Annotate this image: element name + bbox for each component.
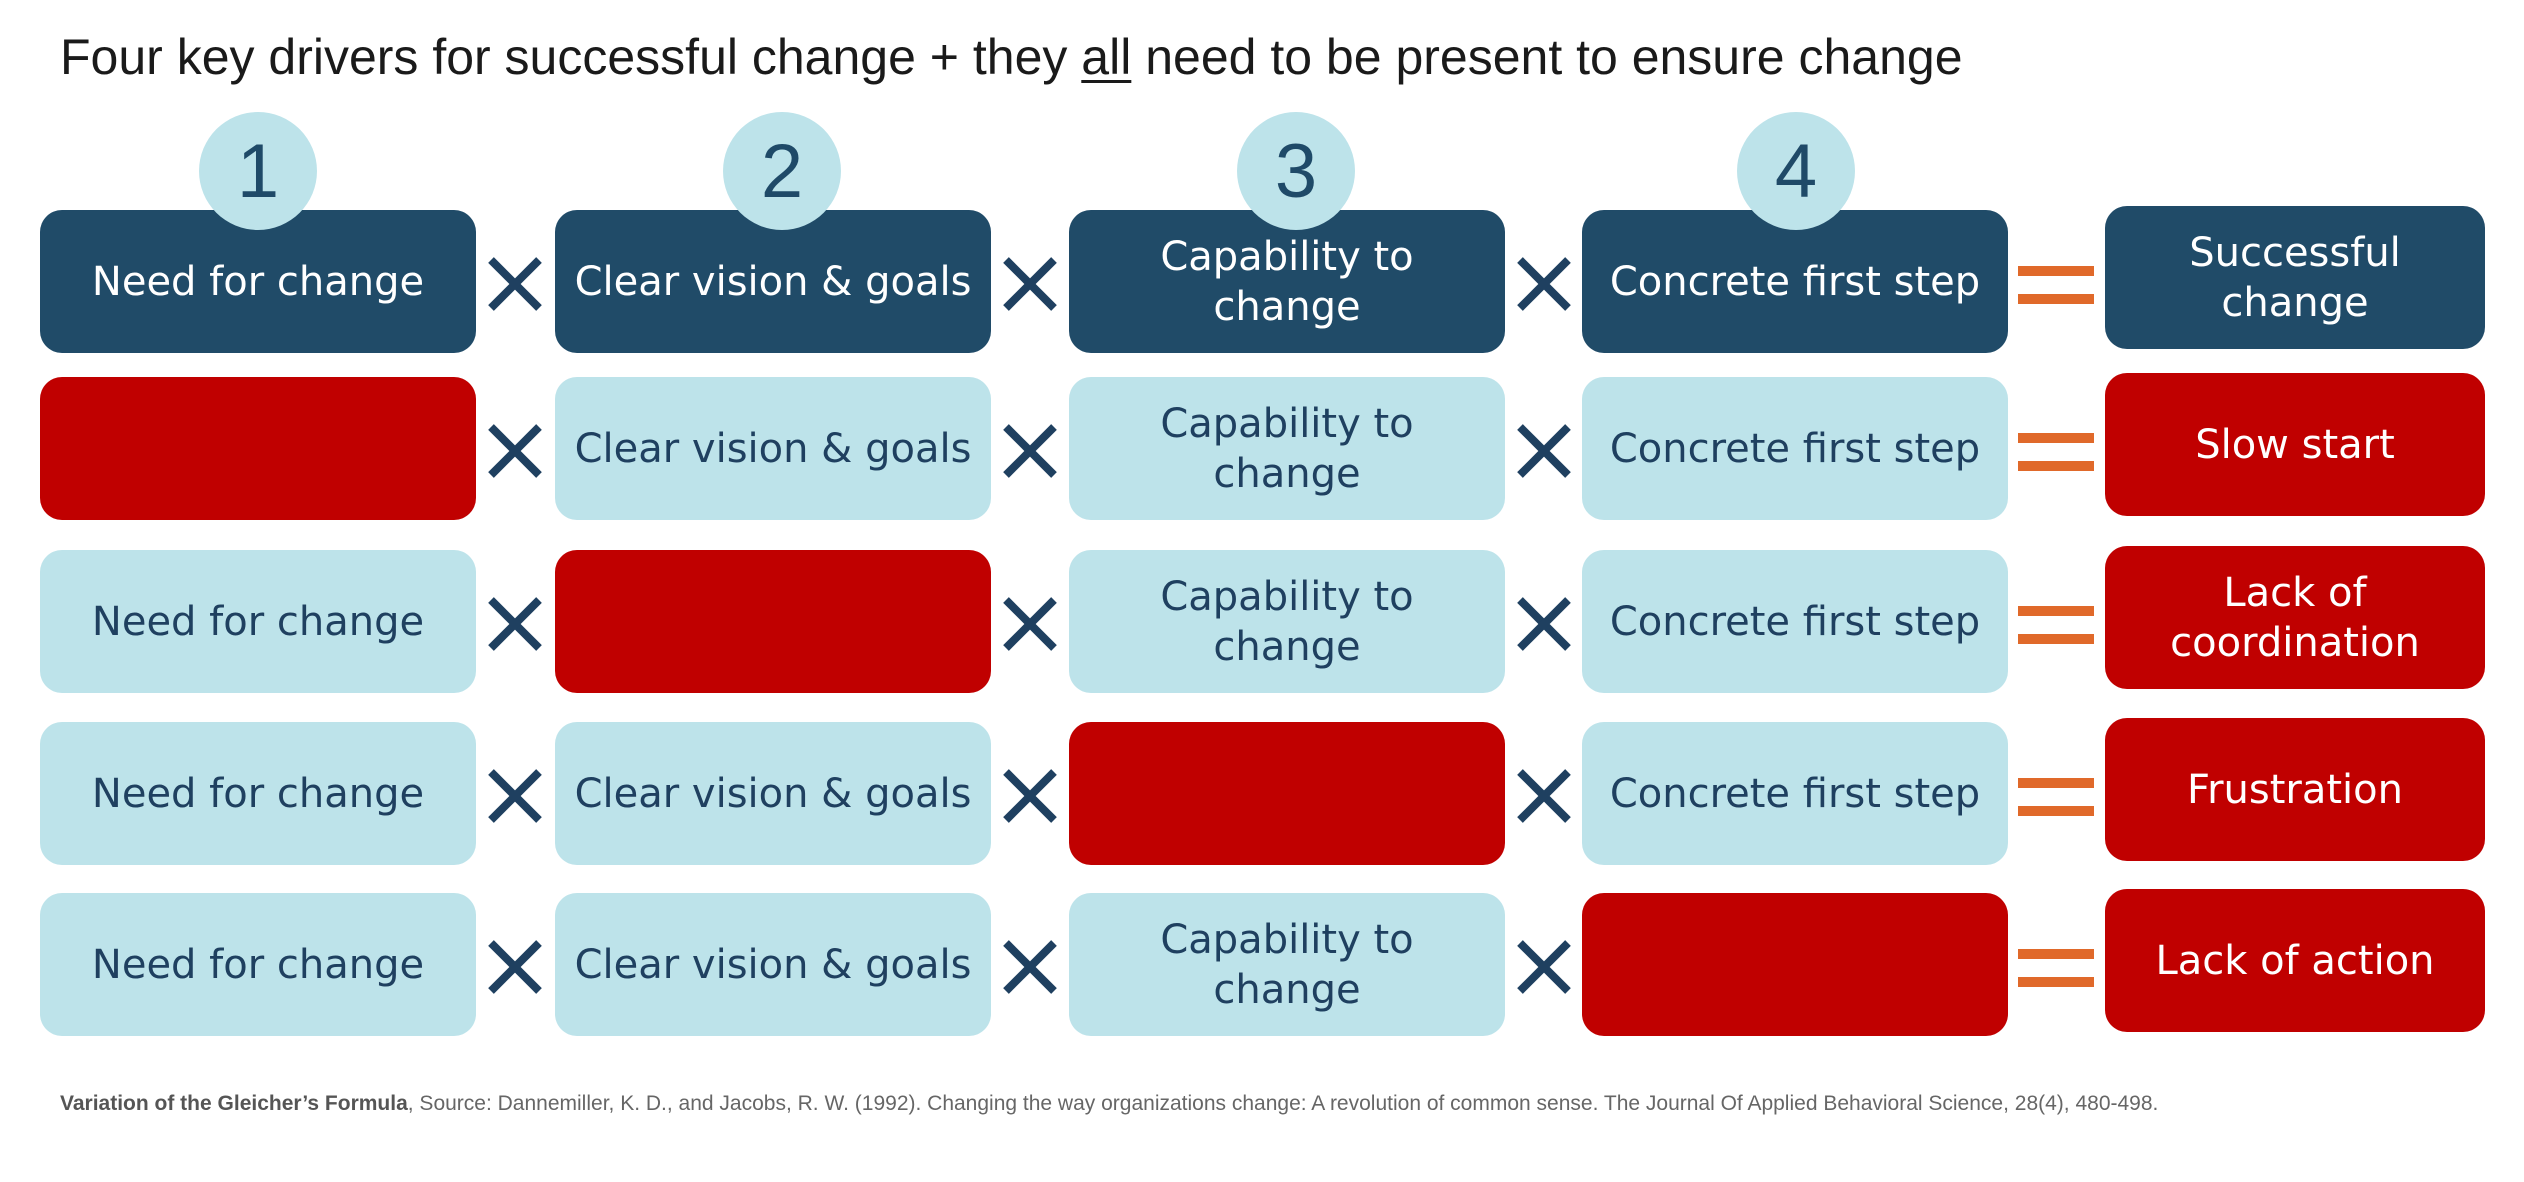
- times-icon: [990, 756, 1070, 836]
- equals-icon: [2016, 586, 2096, 666]
- step-number-badge-4: 4: [1737, 112, 1855, 230]
- footnote-citation: , Source: Dannemiller, K. D., and Jacobs…: [407, 1092, 2159, 1115]
- times-icon: [990, 584, 1070, 664]
- driver-box-r3-c1: Need for change: [40, 550, 476, 693]
- driver-box-r2-c4: Concrete first step: [1582, 377, 2008, 520]
- driver-box-r3-c3: Capability to change: [1069, 550, 1505, 693]
- step-number-badge-3: 3: [1237, 112, 1355, 230]
- times-icon: [1504, 584, 1584, 664]
- times-icon: [475, 244, 555, 324]
- missing-driver-box-r4-c3: [1069, 722, 1505, 865]
- times-icon: [475, 927, 555, 1007]
- title-emphasis: all: [1081, 29, 1132, 85]
- times-icon: [1504, 244, 1584, 324]
- times-icon: [1504, 411, 1584, 491]
- driver-box-r1-c2: Clear vision & goals: [555, 210, 991, 353]
- slide-title: Four key drivers for successful change +…: [60, 28, 1963, 86]
- equals-icon: [2016, 929, 2096, 1009]
- missing-driver-box-r2-c1: [40, 377, 476, 520]
- times-icon: [475, 756, 555, 836]
- driver-box-r1-c3: Capability to change: [1069, 210, 1505, 353]
- equals-icon: [2016, 413, 2096, 493]
- missing-driver-box-r5-c4: [1582, 893, 2008, 1036]
- equals-icon: [2016, 758, 2096, 838]
- step-number-badge-1: 1: [199, 112, 317, 230]
- result-box-r5: Lack of action: [2105, 889, 2485, 1032]
- driver-box-r1-c1: Need for change: [40, 210, 476, 353]
- times-icon: [990, 244, 1070, 324]
- result-box-r2: Slow start: [2105, 373, 2485, 516]
- missing-driver-box-r3-c2: [555, 550, 991, 693]
- times-icon: [990, 927, 1070, 1007]
- times-icon: [990, 411, 1070, 491]
- driver-box-r5-c3: Capability to change: [1069, 893, 1505, 1036]
- driver-box-r2-c3: Capability to change: [1069, 377, 1505, 520]
- driver-box-r4-c2: Clear vision & goals: [555, 722, 991, 865]
- title-text-start: Four key drivers for successful change +…: [60, 29, 1082, 85]
- footnote-title: Variation of the Gleicher’s Formula: [60, 1092, 408, 1115]
- source-footnote: Variation of the Gleicher’s Formula, Sou…: [60, 1092, 2158, 1116]
- driver-box-r2-c2: Clear vision & goals: [555, 377, 991, 520]
- title-text-end: need to be present to ensure change: [1131, 29, 1963, 85]
- times-icon: [475, 411, 555, 491]
- driver-box-r5-c1: Need for change: [40, 893, 476, 1036]
- times-icon: [1504, 756, 1584, 836]
- driver-box-r4-c4: Concrete first step: [1582, 722, 2008, 865]
- times-icon: [1504, 927, 1584, 1007]
- result-box-r4: Frustration: [2105, 718, 2485, 861]
- times-icon: [475, 584, 555, 664]
- driver-box-r5-c2: Clear vision & goals: [555, 893, 991, 1036]
- driver-box-r1-c4: Concrete first step: [1582, 210, 2008, 353]
- driver-box-r3-c4: Concrete first step: [1582, 550, 2008, 693]
- driver-box-r4-c1: Need for change: [40, 722, 476, 865]
- result-box-r1: Successful change: [2105, 206, 2485, 349]
- step-number-badge-2: 2: [723, 112, 841, 230]
- result-box-r3: Lack of coordination: [2105, 546, 2485, 689]
- equals-icon: [2016, 246, 2096, 326]
